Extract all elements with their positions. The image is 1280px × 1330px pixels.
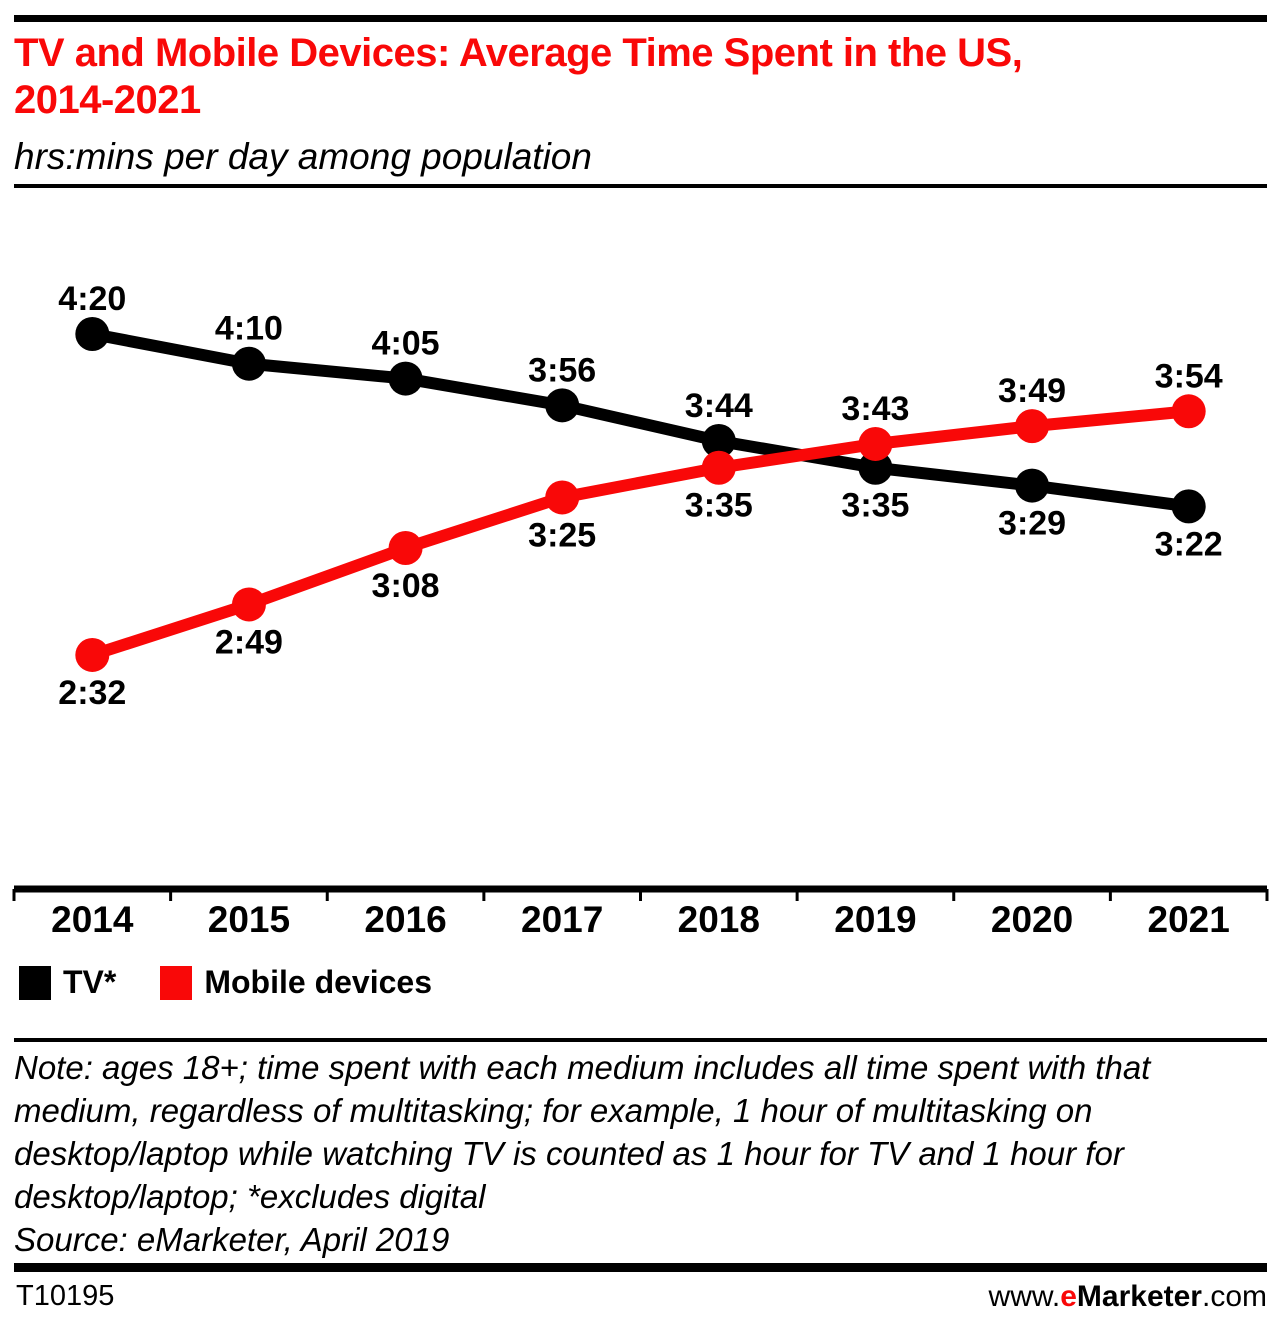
tv-data-point [1015,468,1050,503]
x-axis-label: 2020 [991,899,1073,940]
legend-item-tv: TV* [19,964,116,1001]
mobile-data-point [1015,409,1050,444]
mobile-legend-label: Mobile devices [204,964,432,1000]
note-rule [14,1038,1267,1042]
mobile-data-label: 2:32 [58,674,126,712]
note-text: Note: ages 18+; time spent with each med… [14,1049,1151,1215]
tv-data-label: 3:29 [998,505,1066,543]
mobile-data-point [1171,394,1206,429]
top-rule [14,15,1267,22]
tv-legend-swatch [19,965,51,1000]
source-text: Source: eMarketer, April 2019 [14,1221,450,1258]
mobile-data-label: 3:43 [841,390,909,428]
mobile-line [90,405,1190,661]
x-axis-label: 2015 [208,899,290,940]
chart-id: T10195 [16,1280,115,1312]
mobile-data-label: 3:25 [528,516,596,554]
url-e: e [1060,1280,1077,1313]
mobile-data-point [545,480,580,515]
note-block: Note: ages 18+; time spent with each med… [14,1046,1267,1261]
x-axis-label: 2014 [51,899,134,940]
mobile-data-point [388,530,423,565]
mobile-data-label: 3:08 [372,567,440,605]
mobile-data-point [858,426,893,461]
footer-rule [14,1263,1267,1272]
url-www: www. [988,1280,1061,1313]
x-axis-label: 2017 [521,899,603,940]
x-axis-label: 2018 [678,899,760,940]
tv-data-point [545,388,580,423]
x-axis-label: 2016 [364,899,446,940]
x-axis-label: 2019 [834,899,916,940]
url-com: .com [1201,1280,1267,1313]
legend-item-mobile: Mobile devices [160,964,432,1001]
mobile-data-label: 3:54 [1155,357,1223,395]
tv-data-point [858,450,893,485]
tv-data-label: 4:20 [58,280,126,318]
tv-data-point [231,346,266,381]
tv-data-label: 3:22 [1155,525,1223,563]
tv-data-point [75,317,110,351]
website-url: www.eMarketer.com [989,1280,1267,1314]
tv-line [91,328,1190,513]
legend: TV* Mobile devices [19,964,432,1001]
mobile-data-label: 3:35 [685,487,753,525]
header-rule [14,184,1267,188]
chart-subtitle: hrs:mins per day among population [14,136,592,177]
mobile-data-label: 3:49 [998,372,1066,410]
tv-data-label: 3:35 [841,487,909,525]
chart-title-line1: TV and Mobile Devices: Average Time Spen… [14,31,1023,75]
mobile-data-point [701,450,736,485]
chart-title-line2: 2014-2021 [14,78,201,122]
mobile-data-point [231,587,266,622]
mobile-data-point [75,637,110,672]
tv-data-point [701,423,736,458]
mobile-legend-swatch [160,965,193,1000]
chart-title: TV and Mobile Devices: Average Time Spen… [14,30,1267,124]
line-chart: 2014 2015 2016 2017 2018 2019 2020 2021 4:20 4:10… [12,280,1269,940]
tv-data-label: 3:56 [528,351,596,389]
tv-data-label: 4:10 [215,310,283,348]
mobile-data-label: 2:49 [215,623,283,661]
url-marketer: Marketer [1076,1280,1202,1313]
tv-data-label: 4:05 [372,325,440,363]
x-axis-label: 2021 [1148,899,1230,940]
tv-data-point [1171,489,1206,524]
tv-data-point [388,361,423,396]
tv-legend-label: TV* [63,964,117,1000]
tv-data-label: 3:44 [685,387,753,425]
